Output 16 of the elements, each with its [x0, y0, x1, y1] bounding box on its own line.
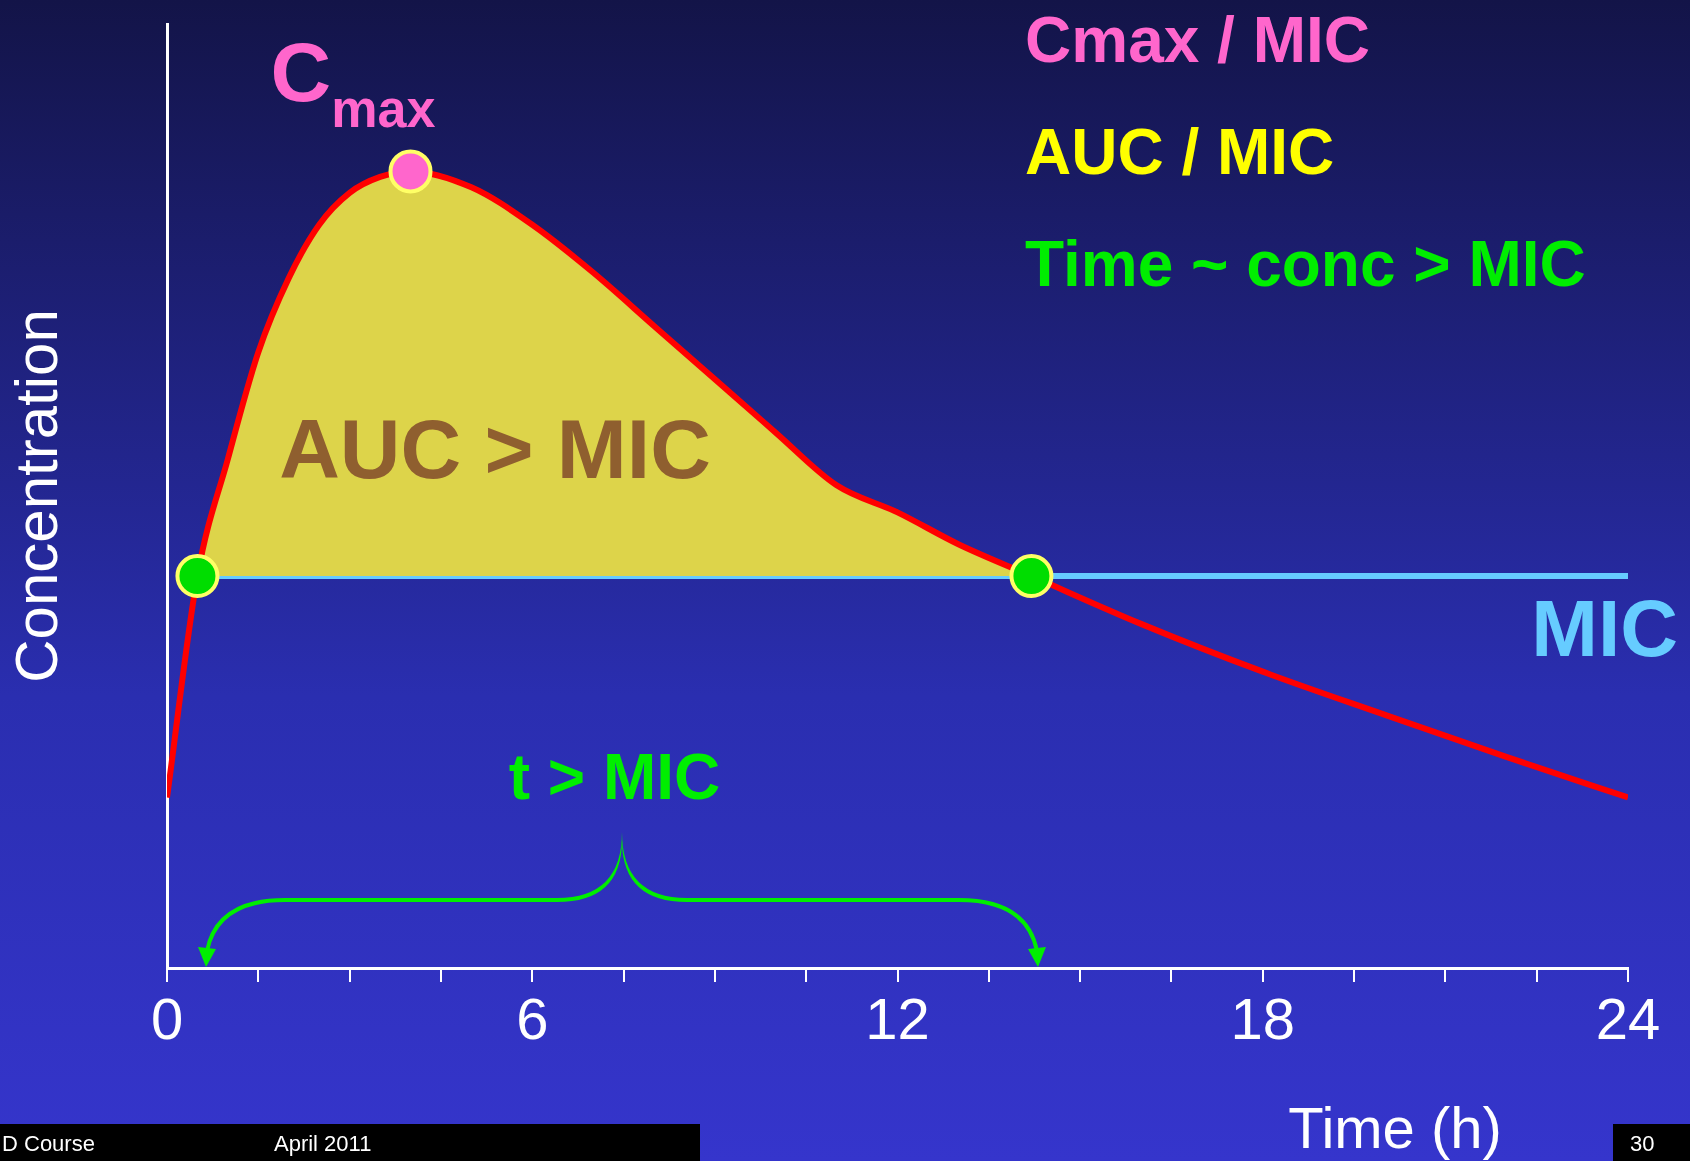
y-axis-title: Concentration	[2, 309, 70, 683]
annotation: AUC > MIC	[279, 402, 711, 496]
ref-line-label: MIC	[1531, 584, 1678, 674]
text: D Course	[2, 1131, 95, 1157]
x-axis-title: Time (h)	[1288, 1095, 1502, 1160]
text: 30	[1630, 1131, 1655, 1157]
x-tick-label: 18	[1230, 985, 1296, 1051]
x-tick-label: 24	[1595, 985, 1661, 1051]
annotation: Time ~ conc > MIC	[1025, 228, 1586, 300]
text: Cmax / MIC	[1025, 4, 1370, 76]
x-tick-label: 12	[865, 985, 930, 1051]
x-tick-label: 0	[150, 985, 184, 1051]
x-tick-label: 6	[516, 985, 549, 1051]
text: April 2011	[274, 1131, 372, 1157]
annotation: AUC / MIC	[1025, 116, 1335, 188]
annotation: t > MIC	[507, 740, 722, 814]
